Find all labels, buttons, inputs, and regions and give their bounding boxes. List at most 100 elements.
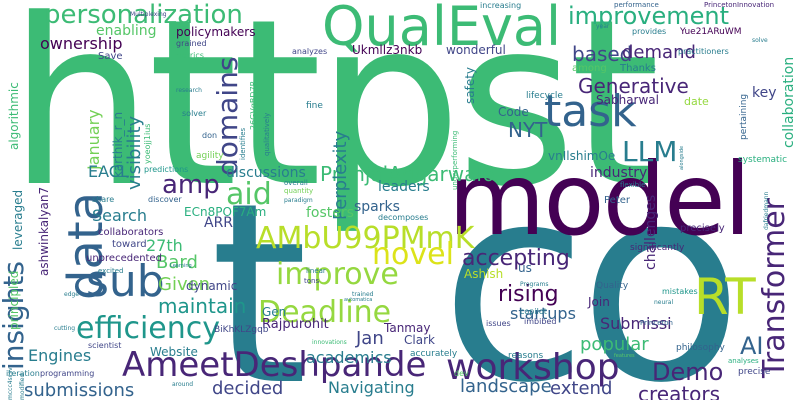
word: linear bbox=[306, 267, 326, 275]
word: challenges bbox=[643, 194, 659, 270]
word: yoeojj1ius bbox=[143, 123, 152, 164]
word: Search bbox=[92, 206, 147, 225]
word: 27th bbox=[146, 236, 183, 255]
word: agility bbox=[196, 151, 224, 161]
word: identifies bbox=[239, 127, 247, 160]
word: workshop bbox=[446, 347, 620, 388]
word: ownership bbox=[40, 34, 123, 53]
word: Generative bbox=[578, 74, 689, 98]
word: tons bbox=[304, 277, 320, 285]
word: NYT bbox=[508, 118, 548, 142]
word: Multiplexing bbox=[130, 11, 167, 18]
word: research bbox=[176, 87, 202, 94]
word: reasons bbox=[508, 351, 544, 361]
word: sparks bbox=[354, 199, 400, 215]
word: efficiency bbox=[76, 311, 221, 346]
word: creators bbox=[638, 382, 721, 400]
word: ashwinkalyan7 bbox=[37, 186, 51, 276]
word: Code bbox=[498, 105, 529, 119]
word: Ukmllz3nkb bbox=[352, 43, 423, 57]
word: significantly bbox=[630, 243, 685, 253]
word: Clark bbox=[404, 333, 435, 347]
word: unprecedented bbox=[86, 253, 162, 264]
word: BiKhKLZgqb bbox=[214, 325, 269, 335]
word: collaborators bbox=[98, 227, 164, 238]
word: discussions bbox=[226, 165, 306, 181]
word: improvement bbox=[568, 2, 730, 30]
word: amp bbox=[162, 170, 220, 200]
word: Deadline bbox=[258, 295, 392, 330]
word: Princeton bbox=[640, 319, 673, 327]
word: Thanks bbox=[620, 63, 656, 74]
word: Sabharwal bbox=[596, 93, 659, 107]
word: co bbox=[440, 127, 744, 400]
word: mistakes bbox=[662, 287, 698, 296]
word: ECn8POF7Am bbox=[184, 205, 267, 219]
word: fosters bbox=[306, 205, 354, 221]
word: Save bbox=[98, 51, 123, 62]
word: personalization bbox=[44, 0, 243, 30]
word: vnIlshimOe bbox=[548, 149, 616, 163]
word: Navigating bbox=[328, 378, 415, 397]
word: trained bbox=[352, 291, 374, 298]
word: sub bbox=[86, 256, 165, 307]
word: Demo bbox=[652, 358, 724, 386]
word: httpst bbox=[8, 0, 660, 238]
word: discover bbox=[148, 195, 182, 204]
word: network bbox=[702, 269, 723, 275]
word: dafriedmann bbox=[763, 191, 770, 230]
word: solver bbox=[182, 109, 207, 118]
word: philosophy bbox=[676, 343, 725, 353]
word: edge bbox=[64, 291, 79, 298]
word: analyzes bbox=[292, 47, 328, 56]
word: mccc4scsv bbox=[7, 367, 14, 400]
word: aid bbox=[226, 177, 272, 212]
word: Tanmay bbox=[384, 321, 431, 335]
word: Submissi bbox=[600, 314, 672, 333]
word: Bard bbox=[156, 252, 198, 273]
word: predictions bbox=[144, 165, 189, 174]
word: precisely bbox=[680, 223, 725, 234]
word: automatica bbox=[344, 297, 373, 303]
word: overall bbox=[284, 179, 308, 187]
word: fine bbox=[306, 101, 323, 111]
word: Learning bbox=[170, 263, 192, 269]
word: AmeetDeshpande bbox=[122, 345, 427, 385]
word: iteration bbox=[6, 369, 40, 378]
word: Rajpurohit bbox=[262, 317, 329, 332]
word: AI bbox=[740, 332, 764, 360]
word: based bbox=[572, 42, 633, 66]
word: PrincetonInnovation bbox=[704, 1, 775, 9]
word: accurately bbox=[410, 349, 458, 359]
word: Quality bbox=[596, 281, 629, 291]
word: principled bbox=[7, 270, 21, 330]
word: extend bbox=[550, 378, 613, 399]
word: academics bbox=[306, 348, 392, 367]
word: safety bbox=[463, 66, 477, 104]
word: date bbox=[684, 95, 709, 108]
word: flexible bbox=[620, 181, 646, 189]
word: key bbox=[752, 85, 777, 101]
word: modified bbox=[19, 373, 26, 400]
word: landscape bbox=[460, 376, 552, 397]
word: pertaining bbox=[739, 93, 749, 140]
word: Jan bbox=[356, 328, 384, 349]
word: neural bbox=[654, 299, 674, 306]
word: dev bbox=[454, 369, 469, 378]
word: quantity bbox=[284, 187, 314, 195]
word: rising bbox=[498, 282, 559, 307]
word: RT bbox=[694, 268, 756, 326]
word: Website bbox=[150, 345, 198, 359]
word: qualitatively bbox=[263, 112, 271, 156]
word: copilot bbox=[520, 307, 547, 316]
word: enabling bbox=[96, 23, 157, 39]
word: precise bbox=[738, 367, 771, 377]
word: karthik_r_n bbox=[111, 111, 125, 178]
word: Gen bbox=[262, 305, 287, 319]
word: us bbox=[518, 261, 532, 275]
word: lifecycle bbox=[526, 91, 563, 101]
word: Programs bbox=[520, 281, 549, 288]
word: scientist bbox=[88, 341, 122, 350]
word: maintain bbox=[158, 294, 247, 318]
word: 26GVgBD7R bbox=[249, 80, 258, 130]
